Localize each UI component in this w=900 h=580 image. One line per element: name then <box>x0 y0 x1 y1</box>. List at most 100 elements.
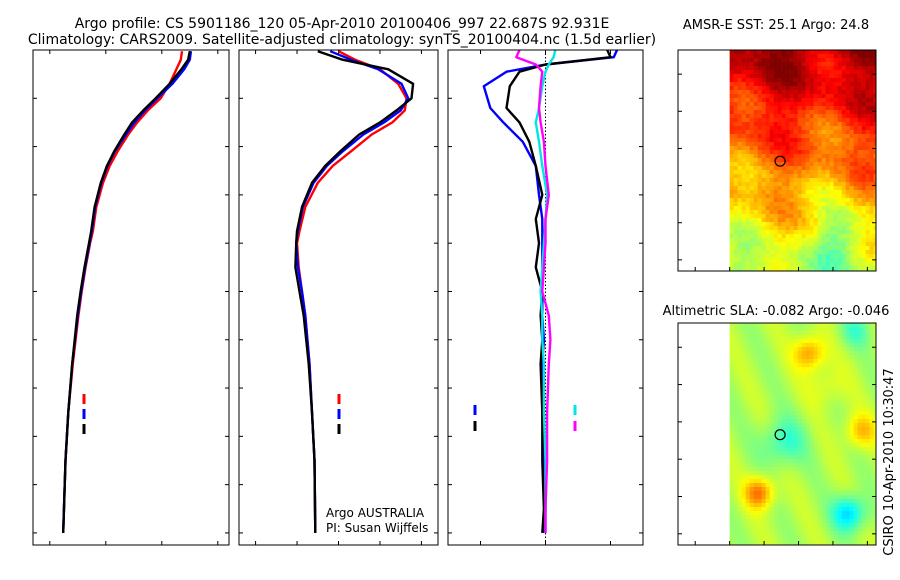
map-pixel <box>757 162 762 167</box>
map-pixel <box>741 395 746 400</box>
map-pixel <box>777 475 782 480</box>
map-pixel <box>765 198 770 203</box>
map-pixel <box>801 226 806 231</box>
map-pixel <box>769 379 774 384</box>
map-pixel <box>753 230 758 235</box>
map-pixel <box>745 98 750 103</box>
map-pixel <box>793 222 798 227</box>
map-pixel <box>785 431 790 436</box>
map-pixel <box>745 443 750 448</box>
map-pixel <box>805 90 810 95</box>
map-pixel <box>853 102 858 107</box>
map-pixel <box>753 403 758 408</box>
map-pixel <box>821 399 826 404</box>
map-pixel <box>861 74 866 79</box>
map-pixel <box>849 254 854 259</box>
map-pixel <box>837 359 842 364</box>
map-pixel <box>757 335 762 340</box>
map-pixel <box>733 226 738 231</box>
map-pixel <box>773 491 778 496</box>
map-pixel <box>853 82 858 87</box>
map-pixel <box>845 118 850 123</box>
map-pixel <box>825 58 830 63</box>
map-pixel <box>837 503 842 508</box>
map-pixel <box>801 447 806 452</box>
map-pixel <box>737 483 742 488</box>
map-pixel <box>757 403 762 408</box>
map-pixel <box>821 178 826 183</box>
map-pixel <box>821 503 826 508</box>
map-pixel <box>869 142 874 147</box>
map-pixel <box>813 230 818 235</box>
map-pixel <box>749 471 754 476</box>
map-pixel <box>805 166 810 171</box>
map-pixel <box>729 331 734 336</box>
map-pixel <box>869 539 874 544</box>
map-pixel <box>873 206 877 211</box>
map-pixel <box>737 94 742 99</box>
map-pixel <box>857 126 862 131</box>
map-pixel <box>805 218 810 223</box>
map-pixel <box>849 371 854 376</box>
map-pixel <box>805 463 810 468</box>
map-pixel <box>797 451 802 456</box>
map-pixel <box>773 423 778 428</box>
map-pixel <box>813 495 818 500</box>
map-pixel <box>761 371 766 376</box>
map-pixel <box>813 106 818 111</box>
map-pixel <box>853 150 858 155</box>
map-pixel <box>769 126 774 131</box>
map-pixel <box>809 351 814 356</box>
map-pixel <box>733 102 738 107</box>
map-pixel <box>797 210 802 215</box>
map-pixel <box>801 202 806 207</box>
map-pixel <box>745 66 750 71</box>
map-pixel <box>745 162 750 167</box>
map-pixel <box>865 154 870 159</box>
map-pixel <box>797 327 802 332</box>
map-pixel <box>749 198 754 203</box>
map-pixel <box>873 90 877 95</box>
map-pixel <box>833 367 838 372</box>
map-pixel <box>873 210 877 215</box>
map-pixel <box>809 427 814 432</box>
map-pixel <box>737 455 742 460</box>
map-pixel <box>845 411 850 416</box>
map-pixel <box>869 78 874 83</box>
map-pixel <box>741 431 746 436</box>
map-pixel <box>773 82 778 87</box>
map-pixel <box>741 122 746 127</box>
map-pixel <box>745 367 750 372</box>
map-pixel <box>813 166 818 171</box>
map-pixel <box>745 531 750 536</box>
map-pixel <box>797 531 802 536</box>
map-pixel <box>765 515 770 520</box>
map-pixel <box>769 118 774 123</box>
map-pixel <box>805 126 810 131</box>
map-pixel <box>757 415 762 420</box>
map-pixel <box>845 327 850 332</box>
map-pixel <box>785 335 790 340</box>
map-pixel <box>785 214 790 219</box>
map-pixel <box>749 355 754 360</box>
map-pixel <box>793 66 798 71</box>
map-pixel <box>869 419 874 424</box>
map-pixel <box>741 427 746 432</box>
map-pixel <box>865 367 870 372</box>
map-pixel <box>809 531 814 536</box>
map-pixel <box>865 475 870 480</box>
map-pixel <box>837 162 842 167</box>
map-pixel <box>825 431 830 436</box>
map-pixel <box>741 379 746 384</box>
map-pixel <box>805 206 810 211</box>
map-pixel <box>865 186 870 191</box>
map-pixel <box>825 467 830 472</box>
map-pixel <box>805 323 810 328</box>
map-pixel <box>861 491 866 496</box>
map-pixel <box>745 491 750 496</box>
map-pixel <box>857 479 862 484</box>
map-pixel <box>821 190 826 195</box>
map-pixel <box>773 154 778 159</box>
map-pixel <box>733 206 738 211</box>
map-pixel <box>817 258 822 263</box>
